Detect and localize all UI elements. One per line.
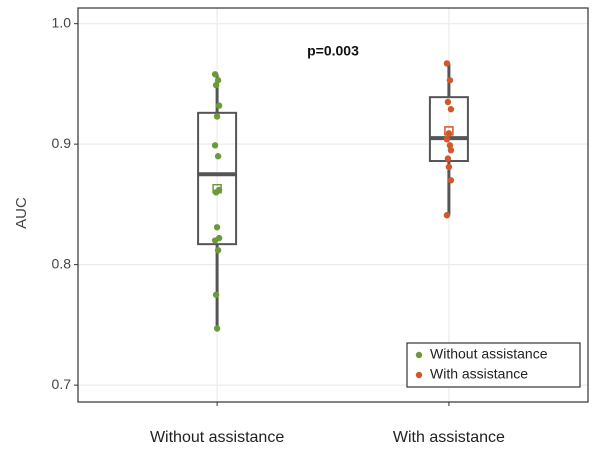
annotation: p=0.003	[307, 43, 359, 59]
point	[214, 77, 222, 84]
point	[212, 81, 220, 89]
y-axis-label: AUC	[13, 197, 30, 229]
point	[443, 136, 451, 143]
box	[197, 111, 238, 246]
x-tick-label: With assistance	[393, 429, 505, 446]
point	[213, 224, 221, 231]
point	[443, 60, 451, 67]
x-tick-label: Without assistance	[150, 429, 284, 446]
legend-marker	[415, 371, 423, 379]
point	[446, 77, 454, 84]
legend-label: Without assistance	[430, 346, 548, 362]
point	[211, 71, 219, 78]
point	[444, 98, 452, 106]
y-tick-label: 0.9	[52, 135, 72, 151]
y-tick-label: 0.8	[52, 255, 72, 271]
mean	[444, 126, 454, 136]
point	[447, 106, 455, 113]
y-tick-label: 1.0	[52, 14, 72, 30]
y-tick-label: 0.7	[52, 376, 72, 392]
point	[213, 113, 221, 120]
point	[446, 142, 454, 149]
point	[214, 246, 222, 254]
mean	[212, 183, 222, 194]
point	[212, 291, 220, 298]
point	[214, 153, 222, 160]
panel-border	[77, 7, 589, 403]
point	[211, 142, 219, 149]
legend-marker	[415, 351, 423, 359]
point	[447, 146, 455, 154]
point	[215, 102, 223, 109]
point	[213, 325, 221, 332]
point	[443, 212, 451, 219]
point	[445, 163, 453, 171]
point	[444, 155, 452, 162]
legend-box	[406, 342, 581, 388]
point	[447, 177, 455, 184]
legend-label: With assistance	[430, 366, 528, 382]
point	[211, 237, 219, 244]
